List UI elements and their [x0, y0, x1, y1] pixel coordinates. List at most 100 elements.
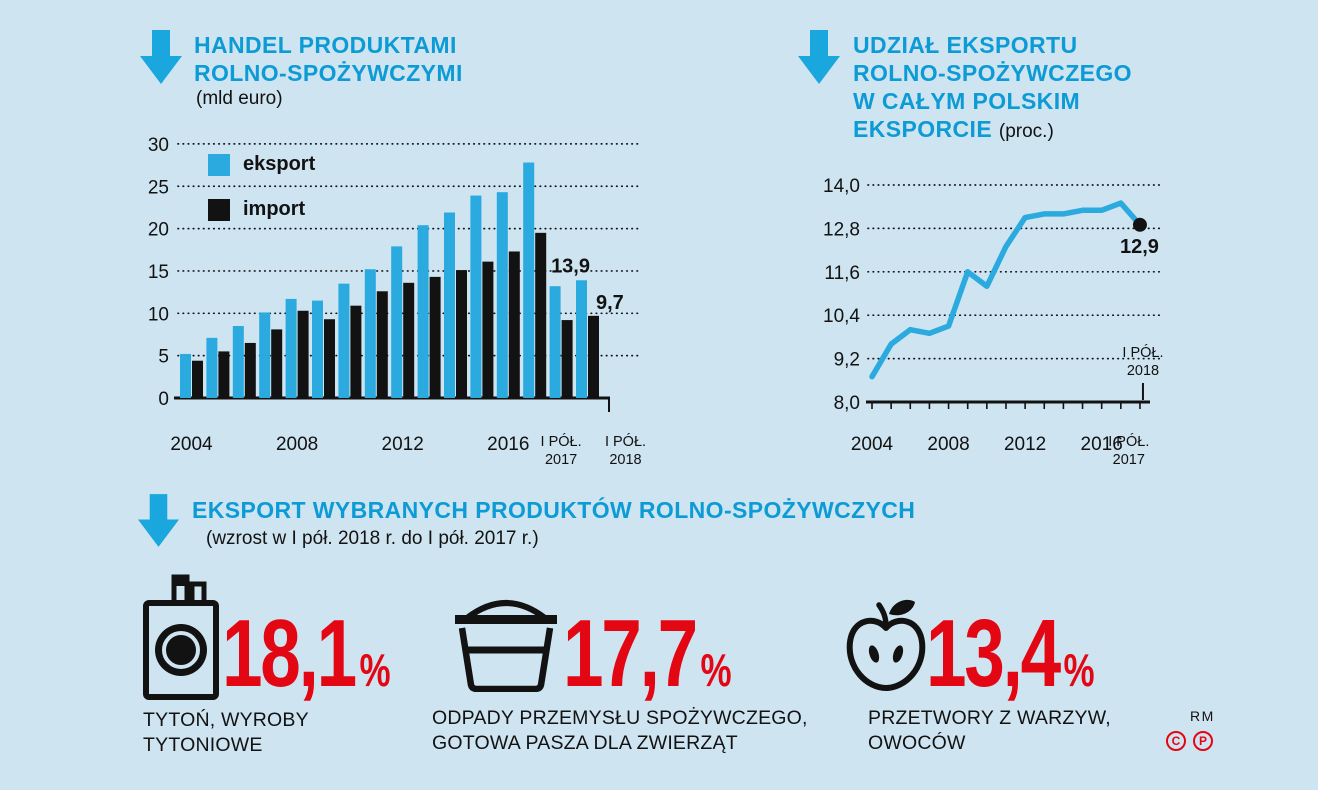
y-tick-label: 12,8 [823, 219, 860, 240]
share-chart-unit: (proc.) [998, 121, 1054, 142]
trade-chart-title: HANDEL PRODUKTAMI ROLNO-SPOŻYWCZYMI [194, 31, 463, 87]
y-tick-label: 8,0 [834, 393, 860, 414]
bar-eksport-2011 [364, 269, 376, 398]
down-arrow-icon [140, 30, 182, 89]
y-tick-label: 11,6 [824, 263, 860, 284]
end-point-annotation: I PÓŁ. [1122, 344, 1163, 361]
share-chart-title-line1: UDZIAŁ EKSPORTU [853, 32, 1078, 58]
bar-eksport-2008 [285, 298, 297, 398]
end-point-dot [1132, 217, 1147, 232]
bar-eksport-2016 [496, 192, 508, 398]
bar-import-I pół. 2018 [588, 315, 599, 398]
share-line [869, 200, 1143, 380]
bar-import-2005 [218, 351, 230, 398]
bar-eksport-2014 [444, 212, 455, 398]
bar-eksport-2013 [417, 225, 429, 398]
highlight-value-2: 17,7% [563, 600, 732, 707]
x-tick-label: 2012 [1004, 434, 1046, 455]
bar-import-2010 [350, 305, 362, 398]
x-tick-label: I PÓŁ. [605, 433, 646, 450]
percent-sign: % [700, 644, 732, 696]
bar-import-2006 [244, 342, 256, 398]
author-initials: RM [1190, 708, 1215, 724]
end-point-label: 12,9 [1120, 236, 1159, 258]
x-tick-label: 2008 [276, 434, 318, 455]
bar-eksport-I pół. 2017 [549, 286, 561, 398]
down-arrow-icon [138, 494, 179, 552]
copyright-icon: C [1166, 731, 1186, 751]
x-tick-label: I PÓŁ. [541, 433, 582, 450]
value-label: 13,9 [551, 255, 590, 277]
highlight-label-1: TYTOŃ, WYROBY TYTONIOWE [143, 709, 309, 756]
trade-chart-title-line2: ROLNO-SPOŻYWCZYMI [194, 60, 463, 86]
y-tick-label: 14,0 [823, 176, 860, 197]
bar-eksport-2010 [338, 283, 350, 398]
legend-eksport-label: eksport [243, 153, 316, 175]
bar-eksport-2004 [180, 353, 191, 398]
legend-import-label: import [243, 198, 306, 220]
x-tick-label: 2004 [170, 434, 213, 455]
trade-chart-unit: (mld euro) [196, 88, 283, 109]
bar-import-2011 [376, 291, 388, 398]
bar-eksport-2006 [232, 326, 244, 398]
legend-import: import [208, 198, 305, 221]
percent-sign: % [1063, 644, 1095, 696]
phonogram-icon: P [1193, 731, 1213, 751]
y-tick-label: 0 [158, 389, 169, 410]
y-tick-label: 20 [148, 220, 169, 241]
y-tick-label: 10 [148, 304, 169, 325]
x-tick-label: 2016 [487, 434, 529, 455]
rights-marks: C P [1166, 731, 1213, 751]
bar-import-2004 [192, 360, 203, 398]
bar-import-2017 [535, 232, 547, 398]
highlight-label-3: PRZETWORY Z WARZYW, OWOCÓW [868, 707, 1111, 754]
share-chart-title-line2: ROLNO-SPOŻYWCZEGO [853, 60, 1132, 86]
x-tick-label: 2008 [927, 434, 969, 455]
share-chart-title: UDZIAŁ EKSPORTU ROLNO-SPOŻYWCZEGO W CAŁY… [853, 31, 1132, 146]
bar-eksport-2017 [523, 162, 535, 398]
highlights-title: EKSPORT WYBRANYCH PRODUKTÓW ROLNO-SPOŻYW… [192, 497, 916, 523]
end-point-annotation: 2018 [1127, 363, 1159, 379]
bar-import-2012 [403, 282, 415, 398]
share-chart-title-line3: W CAŁYM POLSKIM [853, 88, 1081, 114]
share-chart-title-line4: EKSPORCIE (proc.) [853, 116, 1054, 142]
cigarettes-icon [143, 574, 219, 705]
y-tick-label: 30 [148, 135, 169, 156]
x-tick-label: 2018 [609, 452, 641, 468]
bar-eksport-I pół. 2018 [576, 280, 587, 398]
bar-import-2009 [324, 319, 335, 398]
y-tick-label: 9,2 [834, 350, 860, 371]
share-line-chart: 8,0 9,2 10,4 11,6 12,8 14,0 12,9 I PÓŁ. 2018 2004… [823, 176, 1163, 468]
y-tick-label: 10,4 [823, 306, 860, 327]
highlights-subtitle: (wzrost w I pół. 2018 r. do I pół. 2017 … [206, 528, 539, 549]
bar-import-I pół. 2017 [561, 320, 573, 398]
x-tick-label: I PÓŁ. [1108, 433, 1149, 450]
eksport-swatch-icon [208, 153, 230, 176]
x-tick-label: 2004 [851, 434, 894, 455]
bar-eksport-2012 [391, 246, 403, 398]
import-swatch-icon [208, 198, 230, 221]
x-tick-label: 2016 [1081, 434, 1123, 455]
bar-import-2013 [429, 276, 441, 398]
bar-eksport-2015 [470, 195, 482, 398]
highlight-value-1: 18,1% [222, 600, 391, 707]
highlight-label-2: ODPADY PRZEMYSŁU SPOŻYWCZEGO, GOTOWA PAS… [432, 707, 808, 754]
percent-sign: % [359, 644, 391, 696]
trade-bar-chart: 0 5 10 15 20 25 30 2004 2008 2012 2016 I PÓŁ. 2017 I … [148, 135, 646, 468]
bar-eksport-2007 [259, 312, 271, 398]
y-tick-label: 25 [148, 177, 169, 198]
y-tick-label: 15 [148, 262, 169, 283]
apple-icon [843, 596, 929, 697]
down-arrow-icon [798, 30, 840, 89]
value-label: 9,7 [596, 292, 624, 314]
highlight-value-3: 13,4% [926, 600, 1095, 707]
bar-eksport-2009 [312, 300, 323, 398]
bar-import-2007 [271, 329, 283, 398]
trade-chart-title-line1: HANDEL PRODUKTAMI [194, 32, 457, 58]
bar-import-2014 [456, 270, 467, 398]
bar-import-2008 [297, 310, 309, 398]
bar-import-2015 [482, 261, 494, 398]
x-tick-label: 2017 [545, 452, 577, 468]
x-tick-label: 2012 [382, 434, 424, 455]
y-tick-label: 5 [158, 347, 169, 368]
